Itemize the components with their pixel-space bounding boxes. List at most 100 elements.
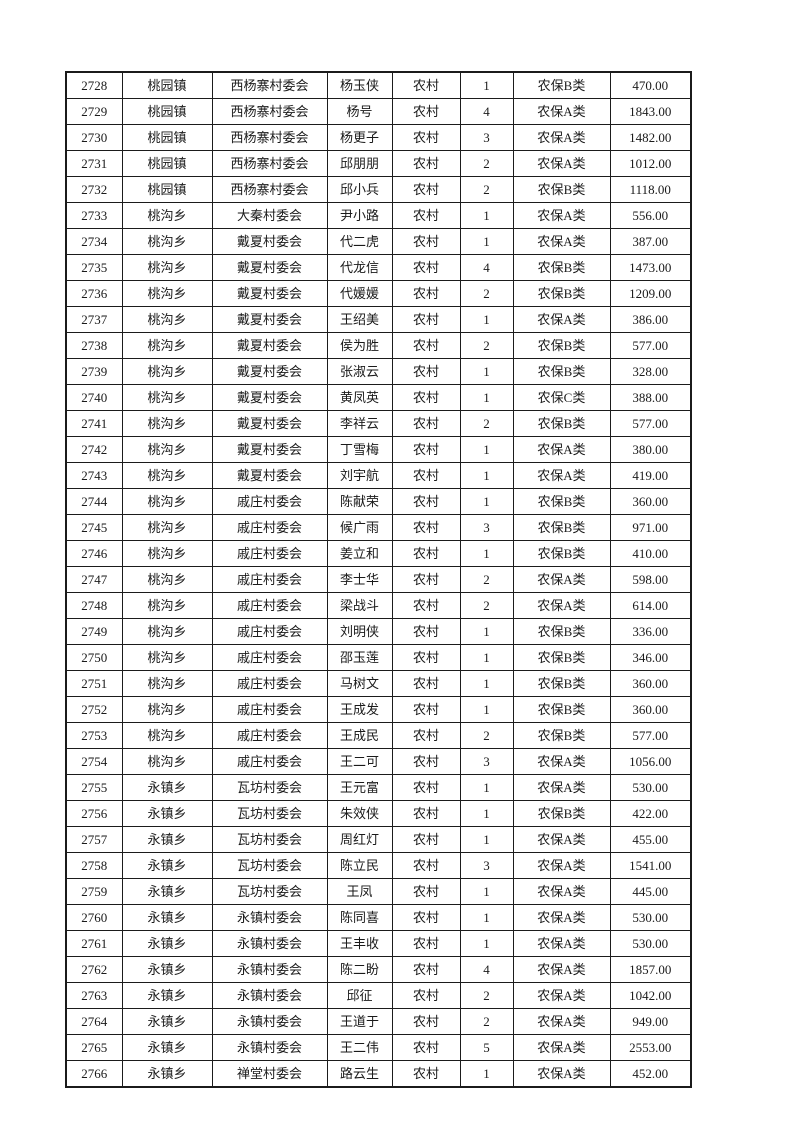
cell-serial-number: 2755 <box>65 774 123 801</box>
cell-person-count: 1 <box>459 358 514 385</box>
cell-person-count: 1 <box>459 202 514 229</box>
cell-residence-type: 农村 <box>391 306 461 333</box>
cell-person-name: 刘宇航 <box>326 462 393 489</box>
cell-insurance-category: 农保B类 <box>512 644 611 671</box>
cell-serial-number: 2731 <box>65 150 123 177</box>
cell-serial-number: 2754 <box>65 748 123 775</box>
cell-town: 桃沟乡 <box>121 514 213 541</box>
cell-insurance-category: 农保B类 <box>512 332 611 359</box>
cell-person-name: 张淑云 <box>326 358 393 385</box>
cell-serial-number: 2749 <box>65 618 123 645</box>
cell-person-count: 1 <box>459 644 514 671</box>
cell-amount: 1857.00 <box>609 956 692 983</box>
cell-insurance-category: 农保A类 <box>512 956 611 983</box>
cell-insurance-category: 农保B类 <box>512 618 611 645</box>
cell-town: 永镇乡 <box>121 982 213 1009</box>
cell-residence-type: 农村 <box>391 71 461 99</box>
cell-residence-type: 农村 <box>391 930 461 957</box>
cell-insurance-category: 农保A类 <box>512 98 611 125</box>
table-row: 2736 桃沟乡 戴夏村委会 代媛媛 农村 2 农保B类 1209.00 <box>65 280 692 307</box>
cell-serial-number: 2763 <box>65 982 123 1009</box>
cell-residence-type: 农村 <box>391 696 461 723</box>
cell-person-count: 2 <box>459 982 514 1009</box>
cell-person-name: 王道于 <box>326 1008 393 1035</box>
cell-person-name: 陈同喜 <box>326 904 393 931</box>
cell-village-committee: 戚庄村委会 <box>211 488 328 515</box>
cell-person-name: 杨号 <box>326 98 393 125</box>
table-row: 2746 桃沟乡 戚庄村委会 姜立和 农村 1 农保B类 410.00 <box>65 540 692 567</box>
cell-person-name: 陈献荣 <box>326 488 393 515</box>
cell-amount: 577.00 <box>609 722 692 749</box>
cell-person-count: 1 <box>459 696 514 723</box>
table-row: 2742 桃沟乡 戴夏村委会 丁雪梅 农村 1 农保A类 380.00 <box>65 436 692 463</box>
cell-amount: 360.00 <box>609 488 692 515</box>
cell-village-committee: 瓦坊村委会 <box>211 826 328 853</box>
cell-insurance-category: 农保B类 <box>512 254 611 281</box>
cell-town: 永镇乡 <box>121 774 213 801</box>
table-row: 2763 永镇乡 永镇村委会 邱征 农村 2 农保A类 1042.00 <box>65 982 692 1009</box>
table-row: 2731 桃园镇 西杨寨村委会 邱朋朋 农村 2 农保A类 1012.00 <box>65 150 692 177</box>
cell-person-name: 王丰收 <box>326 930 393 957</box>
cell-person-name: 邱朋朋 <box>326 150 393 177</box>
cell-residence-type: 农村 <box>391 124 461 151</box>
cell-amount: 422.00 <box>609 800 692 827</box>
cell-insurance-category: 农保A类 <box>512 150 611 177</box>
cell-amount: 336.00 <box>609 618 692 645</box>
cell-residence-type: 农村 <box>391 358 461 385</box>
cell-amount: 1209.00 <box>609 280 692 307</box>
table-row: 2757 永镇乡 瓦坊村委会 周红灯 农村 1 农保A类 455.00 <box>65 826 692 853</box>
table-row: 2733 桃沟乡 大秦村委会 尹小路 农村 1 农保A类 556.00 <box>65 202 692 229</box>
cell-person-name: 杨玉侠 <box>326 71 393 99</box>
cell-town: 桃沟乡 <box>121 748 213 775</box>
cell-residence-type: 农村 <box>391 644 461 671</box>
cell-person-count: 2 <box>459 410 514 437</box>
cell-serial-number: 2732 <box>65 176 123 203</box>
table-row: 2760 永镇乡 永镇村委会 陈同喜 农村 1 农保A类 530.00 <box>65 904 692 931</box>
cell-town: 永镇乡 <box>121 930 213 957</box>
cell-residence-type: 农村 <box>391 852 461 879</box>
cell-serial-number: 2765 <box>65 1034 123 1061</box>
cell-serial-number: 2752 <box>65 696 123 723</box>
cell-amount: 452.00 <box>609 1060 692 1088</box>
table-row: 2739 桃沟乡 戴夏村委会 张淑云 农村 1 农保B类 328.00 <box>65 358 692 385</box>
cell-town: 桃沟乡 <box>121 696 213 723</box>
table-row: 2762 永镇乡 永镇村委会 陈二盼 农村 4 农保A类 1857.00 <box>65 956 692 983</box>
cell-amount: 1012.00 <box>609 150 692 177</box>
table-row: 2765 永镇乡 永镇村委会 王二伟 农村 5 农保A类 2553.00 <box>65 1034 692 1061</box>
cell-town: 桃沟乡 <box>121 358 213 385</box>
cell-insurance-category: 农保B类 <box>512 176 611 203</box>
cell-person-name: 代二虎 <box>326 228 393 255</box>
table-row: 2730 桃园镇 西杨寨村委会 杨更子 农村 3 农保A类 1482.00 <box>65 124 692 151</box>
cell-village-committee: 戚庄村委会 <box>211 722 328 749</box>
cell-insurance-category: 农保B类 <box>512 670 611 697</box>
cell-insurance-category: 农保A类 <box>512 748 611 775</box>
cell-amount: 1473.00 <box>609 254 692 281</box>
cell-serial-number: 2766 <box>65 1060 123 1088</box>
cell-amount: 387.00 <box>609 228 692 255</box>
cell-insurance-category: 农保B类 <box>512 722 611 749</box>
cell-village-committee: 西杨寨村委会 <box>211 71 328 99</box>
cell-person-name: 杨更子 <box>326 124 393 151</box>
cell-person-name: 王二可 <box>326 748 393 775</box>
cell-residence-type: 农村 <box>391 410 461 437</box>
cell-town: 桃沟乡 <box>121 228 213 255</box>
cell-amount: 445.00 <box>609 878 692 905</box>
cell-village-committee: 戴夏村委会 <box>211 358 328 385</box>
cell-insurance-category: 农保B类 <box>512 410 611 437</box>
table-row: 2745 桃沟乡 戚庄村委会 候广雨 农村 3 农保B类 971.00 <box>65 514 692 541</box>
cell-person-name: 王凤 <box>326 878 393 905</box>
cell-person-count: 1 <box>459 71 514 99</box>
cell-insurance-category: 农保B类 <box>512 71 611 99</box>
cell-residence-type: 农村 <box>391 436 461 463</box>
cell-person-name: 马树文 <box>326 670 393 697</box>
cell-person-name: 王元富 <box>326 774 393 801</box>
cell-residence-type: 农村 <box>391 514 461 541</box>
cell-person-count: 1 <box>459 436 514 463</box>
cell-amount: 598.00 <box>609 566 692 593</box>
cell-residence-type: 农村 <box>391 800 461 827</box>
cell-village-committee: 瓦坊村委会 <box>211 774 328 801</box>
cell-town: 永镇乡 <box>121 1034 213 1061</box>
cell-serial-number: 2764 <box>65 1008 123 1035</box>
cell-serial-number: 2736 <box>65 280 123 307</box>
cell-person-name: 黄凤英 <box>326 384 393 411</box>
